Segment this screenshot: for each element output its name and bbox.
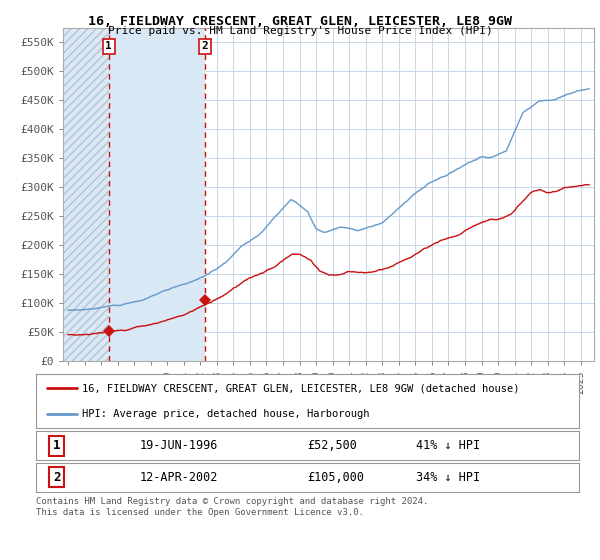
Text: 16, FIELDWAY CRESCENT, GREAT GLEN, LEICESTER, LE8 9GW: 16, FIELDWAY CRESCENT, GREAT GLEN, LEICE… [88, 15, 512, 27]
Text: 2: 2 [202, 41, 208, 52]
Bar [63, 28, 109, 361]
Text: 2: 2 [53, 470, 61, 484]
Text: £105,000: £105,000 [308, 470, 365, 484]
Text: HPI: Average price, detached house, Harborough: HPI: Average price, detached house, Harb… [82, 409, 370, 418]
Bar [109, 28, 205, 361]
Text: Price paid vs. HM Land Registry's House Price Index (HPI): Price paid vs. HM Land Registry's House … [107, 26, 493, 36]
Text: 16, FIELDWAY CRESCENT, GREAT GLEN, LEICESTER, LE8 9GW (detached house): 16, FIELDWAY CRESCENT, GREAT GLEN, LEICE… [82, 384, 520, 393]
Text: 19-JUN-1996: 19-JUN-1996 [139, 439, 218, 452]
Text: 41% ↓ HPI: 41% ↓ HPI [416, 439, 480, 452]
Text: 1: 1 [53, 439, 61, 452]
Text: 12-APR-2002: 12-APR-2002 [139, 470, 218, 484]
Text: 1: 1 [106, 41, 112, 52]
Text: Contains HM Land Registry data © Crown copyright and database right 2024.
This d: Contains HM Land Registry data © Crown c… [36, 497, 428, 517]
Text: 34% ↓ HPI: 34% ↓ HPI [416, 470, 480, 484]
Text: £52,500: £52,500 [308, 439, 358, 452]
